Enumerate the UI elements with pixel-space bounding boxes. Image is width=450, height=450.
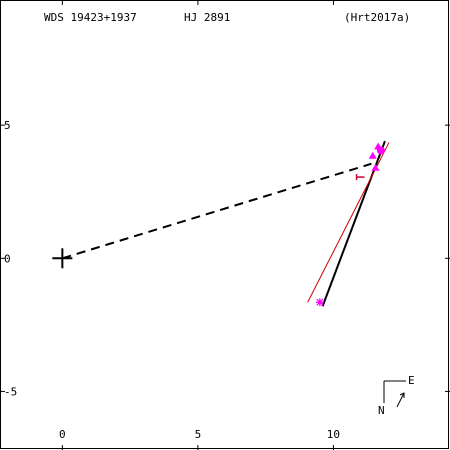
- x-tick-label: 10: [327, 428, 340, 441]
- observation-asterisk: [315, 298, 324, 307]
- x-tick-label: 5: [195, 428, 202, 441]
- observation-triangle: [371, 163, 380, 171]
- motion-arrow-shaft: [396, 392, 405, 408]
- plot-markers: [52, 142, 385, 307]
- compass-north-label: N: [378, 404, 385, 417]
- plot-lines: [62, 140, 390, 307]
- header-designation: WDS 19423+1937: [44, 11, 137, 24]
- observation-triangle: [368, 151, 377, 159]
- compass-rose: E N: [378, 374, 415, 417]
- y-tick-label: 0: [4, 252, 11, 265]
- primary-to-companion-connector: [62, 162, 372, 260]
- reference-tick-mark: [355, 174, 365, 181]
- y-tick-label: 5: [4, 119, 11, 132]
- observation-triangle: [374, 142, 383, 150]
- compass-east-label: E: [408, 374, 415, 387]
- header-discoverer: HJ 2891: [184, 11, 230, 24]
- motion-arrow-head: [399, 392, 405, 398]
- x-tick-label: 0: [59, 428, 66, 441]
- header-reference: (Hrt2017a): [344, 11, 410, 24]
- y-tick-label: -5: [4, 385, 17, 398]
